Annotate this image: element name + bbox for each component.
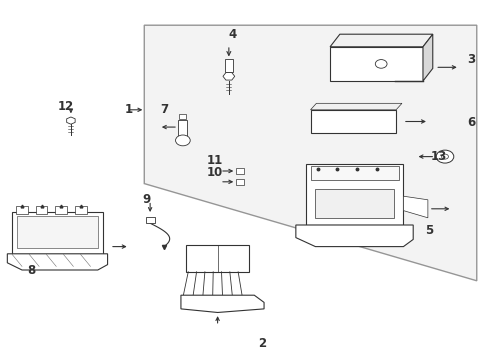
Bar [315,189,393,218]
Bar [145,217,154,223]
Circle shape [441,154,447,159]
Bar [329,47,422,81]
Circle shape [175,135,190,146]
Bar [55,206,67,214]
Bar [75,206,86,214]
Bar [178,120,187,136]
Polygon shape [181,295,264,312]
Bar [224,59,232,72]
Polygon shape [422,34,432,81]
Polygon shape [310,103,401,110]
Text: 4: 4 [228,28,237,41]
Polygon shape [144,25,476,281]
Text: 1: 1 [124,103,133,116]
Text: 3: 3 [466,53,474,66]
Polygon shape [403,196,427,218]
Polygon shape [223,73,234,80]
Polygon shape [329,34,432,47]
Polygon shape [7,254,107,270]
Bar [16,206,28,214]
Bar [236,179,244,185]
Bar [12,212,102,254]
Bar [310,166,398,180]
Text: 9: 9 [142,193,151,206]
Text: 12: 12 [58,100,74,113]
Bar [236,168,244,174]
Bar [17,216,98,248]
Text: 7: 7 [160,103,168,116]
Polygon shape [295,225,412,247]
Text: 6: 6 [466,116,474,129]
Polygon shape [66,117,75,124]
Circle shape [375,60,386,68]
Bar [185,245,249,272]
Bar [310,110,395,133]
Bar [179,114,186,119]
Text: 10: 10 [206,166,222,179]
Text: 2: 2 [257,337,265,350]
Circle shape [435,150,453,163]
Bar [36,206,47,214]
Text: 13: 13 [429,150,446,163]
Bar [305,164,403,225]
Text: 11: 11 [206,154,222,167]
Text: 8: 8 [27,264,35,276]
Text: 5: 5 [425,224,433,237]
